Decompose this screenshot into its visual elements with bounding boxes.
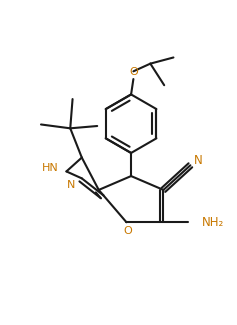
Text: N: N <box>67 179 76 189</box>
Text: O: O <box>124 227 132 237</box>
Text: HN: HN <box>42 162 59 173</box>
Text: N: N <box>194 154 202 167</box>
Text: O: O <box>130 67 139 77</box>
Text: NH₂: NH₂ <box>202 216 224 229</box>
